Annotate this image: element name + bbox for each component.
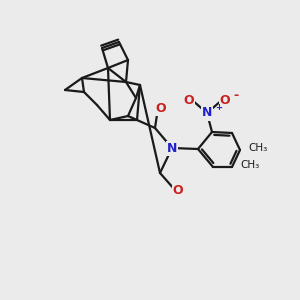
Text: N: N	[202, 106, 212, 119]
Text: O: O	[173, 184, 183, 196]
Text: CH₃: CH₃	[240, 160, 259, 170]
Text: O: O	[184, 94, 194, 106]
Text: +: +	[215, 103, 222, 112]
Text: N: N	[167, 142, 177, 154]
Text: O: O	[156, 101, 166, 115]
Text: -: -	[233, 88, 238, 101]
Text: O: O	[220, 94, 230, 106]
Text: CH₃: CH₃	[248, 143, 267, 153]
